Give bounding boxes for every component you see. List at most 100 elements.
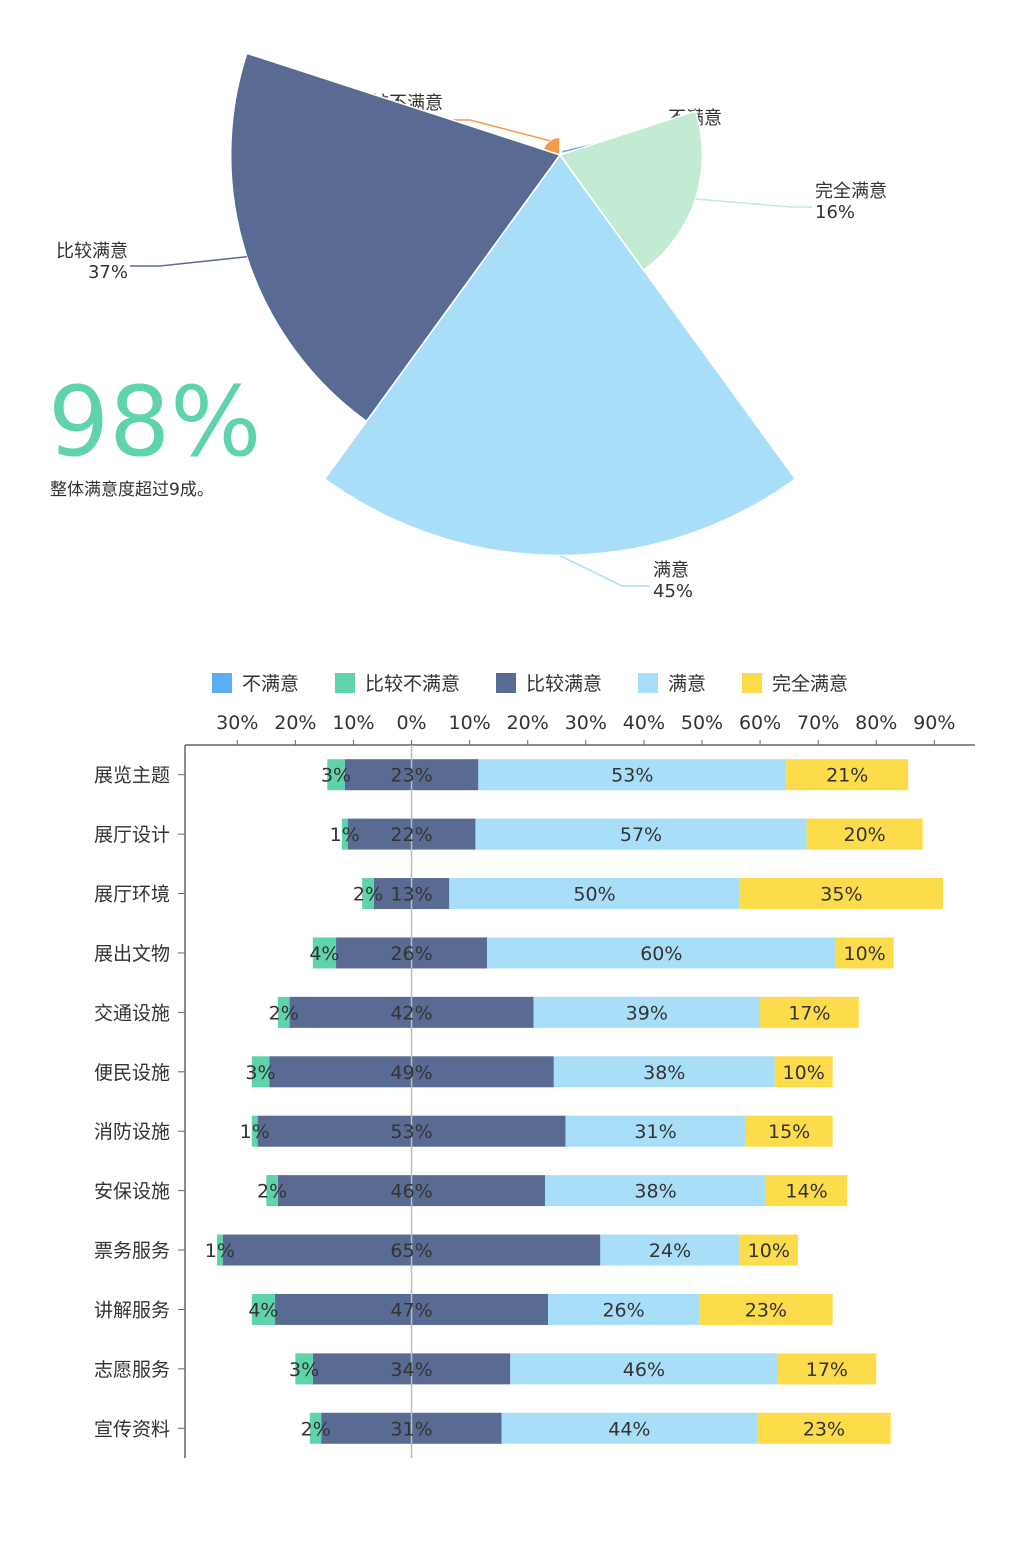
bar-value-label: 4%: [309, 943, 339, 965]
bar-segment: [699, 1293, 833, 1325]
bar-segment: [739, 1234, 798, 1266]
bar-value-label: 1%: [330, 824, 360, 846]
bar-value-label: 60%: [640, 943, 682, 965]
slice-label: 满意: [653, 560, 689, 581]
bar-segment: [765, 1175, 848, 1207]
x-tick-label: 0%: [396, 712, 426, 734]
bar-value-label: 2%: [257, 1181, 287, 1203]
headline: 98%: [48, 366, 261, 478]
legend-swatch: [211, 673, 232, 693]
bar-segment: [295, 1353, 313, 1385]
legend-label: 不满意: [242, 673, 299, 695]
x-tick-label: 30%: [216, 712, 258, 734]
bar-segment: [533, 996, 761, 1028]
bar-value-label: 17%: [806, 1359, 848, 1381]
bar-segment: [309, 1412, 322, 1444]
y-tick-label: 志愿服务: [94, 1359, 170, 1381]
x-tick-label: 20%: [274, 712, 316, 734]
bar-value-label: 10%: [783, 1062, 825, 1084]
bar-value-label: 2%: [269, 1002, 299, 1024]
bar-segment: [251, 1056, 270, 1088]
rose-slice: [558, 110, 704, 272]
bar-segment: [553, 1056, 775, 1088]
x-tick-label: 80%: [855, 712, 897, 734]
bar-segment: [341, 818, 348, 850]
bar-segment: [548, 1293, 700, 1325]
bar-segment: [565, 1115, 746, 1147]
bar-value-label: 3%: [289, 1359, 319, 1381]
bar-segment: [449, 878, 740, 910]
bar-segment: [501, 1412, 758, 1444]
legend-swatch: [742, 673, 763, 693]
bar-segment: [362, 878, 374, 910]
bar-value-label: 2%: [301, 1418, 331, 1440]
bar-segment: [327, 759, 345, 791]
leader-line: [559, 554, 650, 587]
bar-segment: [510, 1353, 778, 1385]
x-tick-label: 90%: [913, 712, 955, 734]
y-tick-label: 票务服务: [94, 1240, 170, 1262]
bar-value-label: 65%: [390, 1240, 432, 1262]
legend-swatch: [638, 673, 659, 693]
bar-value-label: 1%: [205, 1240, 235, 1262]
bar-value-label: 17%: [788, 1002, 830, 1024]
y-tick-label: 交通设施: [94, 1002, 170, 1024]
y-tick-label: 安保设施: [94, 1181, 170, 1203]
bar-segment: [757, 1412, 891, 1444]
bar-segment: [545, 1175, 766, 1207]
bar-value-label: 35%: [820, 884, 862, 906]
slice-label: 比较满意: [56, 241, 128, 262]
bar-value-label: 44%: [608, 1418, 650, 1440]
bar-segment: [745, 1115, 833, 1147]
bar-value-label: 38%: [634, 1181, 676, 1203]
x-tick-label: 60%: [739, 712, 781, 734]
bar-value-label: 46%: [623, 1359, 665, 1381]
y-tick-label: 展出文物: [94, 943, 170, 965]
bar-value-label: 3%: [245, 1062, 275, 1084]
bar-value-label: 24%: [649, 1240, 691, 1262]
bar-value-label: 4%: [248, 1299, 278, 1321]
bar-value-label: 26%: [602, 1299, 644, 1321]
bar-value-label: 53%: [611, 765, 653, 787]
bar-segment: [478, 759, 787, 791]
x-tick-label: 50%: [681, 712, 723, 734]
bar-value-label: 1%: [240, 1121, 270, 1143]
bar-value-label: 38%: [643, 1062, 685, 1084]
legend: 不满意 比较不满意 比较满意 满意 完全满意: [211, 673, 848, 695]
bar-value-label: 50%: [573, 884, 615, 906]
legend-label: 满意: [668, 673, 706, 695]
slice-value-label: 16%: [815, 202, 855, 223]
bar-value-label: 23%: [745, 1299, 787, 1321]
legend-label: 完全满意: [772, 673, 848, 695]
bar-value-label: 47%: [390, 1299, 432, 1321]
bar-value-label: 23%: [803, 1418, 845, 1440]
bar-value-label: 31%: [390, 1418, 432, 1440]
bar-value-label: 26%: [390, 943, 432, 965]
bar-segment: [777, 1353, 877, 1385]
bar-value-label: 23%: [390, 765, 432, 787]
leader-line: [130, 256, 247, 267]
y-tick-label: 展厅设计: [94, 824, 170, 846]
headline-caption: 整体满意度超过9成。: [50, 480, 214, 500]
bar-value-label: 34%: [390, 1359, 432, 1381]
bar-value-label: 42%: [390, 1002, 432, 1024]
bar-value-label: 13%: [390, 884, 432, 906]
bar-value-label: 14%: [785, 1181, 827, 1203]
rose-slice: [323, 153, 797, 557]
bar-segment: [216, 1234, 223, 1266]
slice-value-label: 37%: [88, 262, 128, 283]
x-tick-label: 10%: [332, 712, 374, 734]
bar-value-label: 2%: [353, 884, 383, 906]
bar-value-label: 22%: [390, 824, 432, 846]
y-tick-label: 讲解服务: [94, 1299, 170, 1321]
bar-segment: [786, 759, 909, 791]
legend-label: 比较满意: [526, 673, 602, 695]
bar-segment: [806, 818, 923, 850]
x-tick-label: 70%: [797, 712, 839, 734]
legend-swatch: [334, 673, 355, 693]
slice-value-label: 45%: [653, 581, 693, 602]
bar-segment: [277, 996, 290, 1028]
bar-value-label: 57%: [620, 824, 662, 846]
